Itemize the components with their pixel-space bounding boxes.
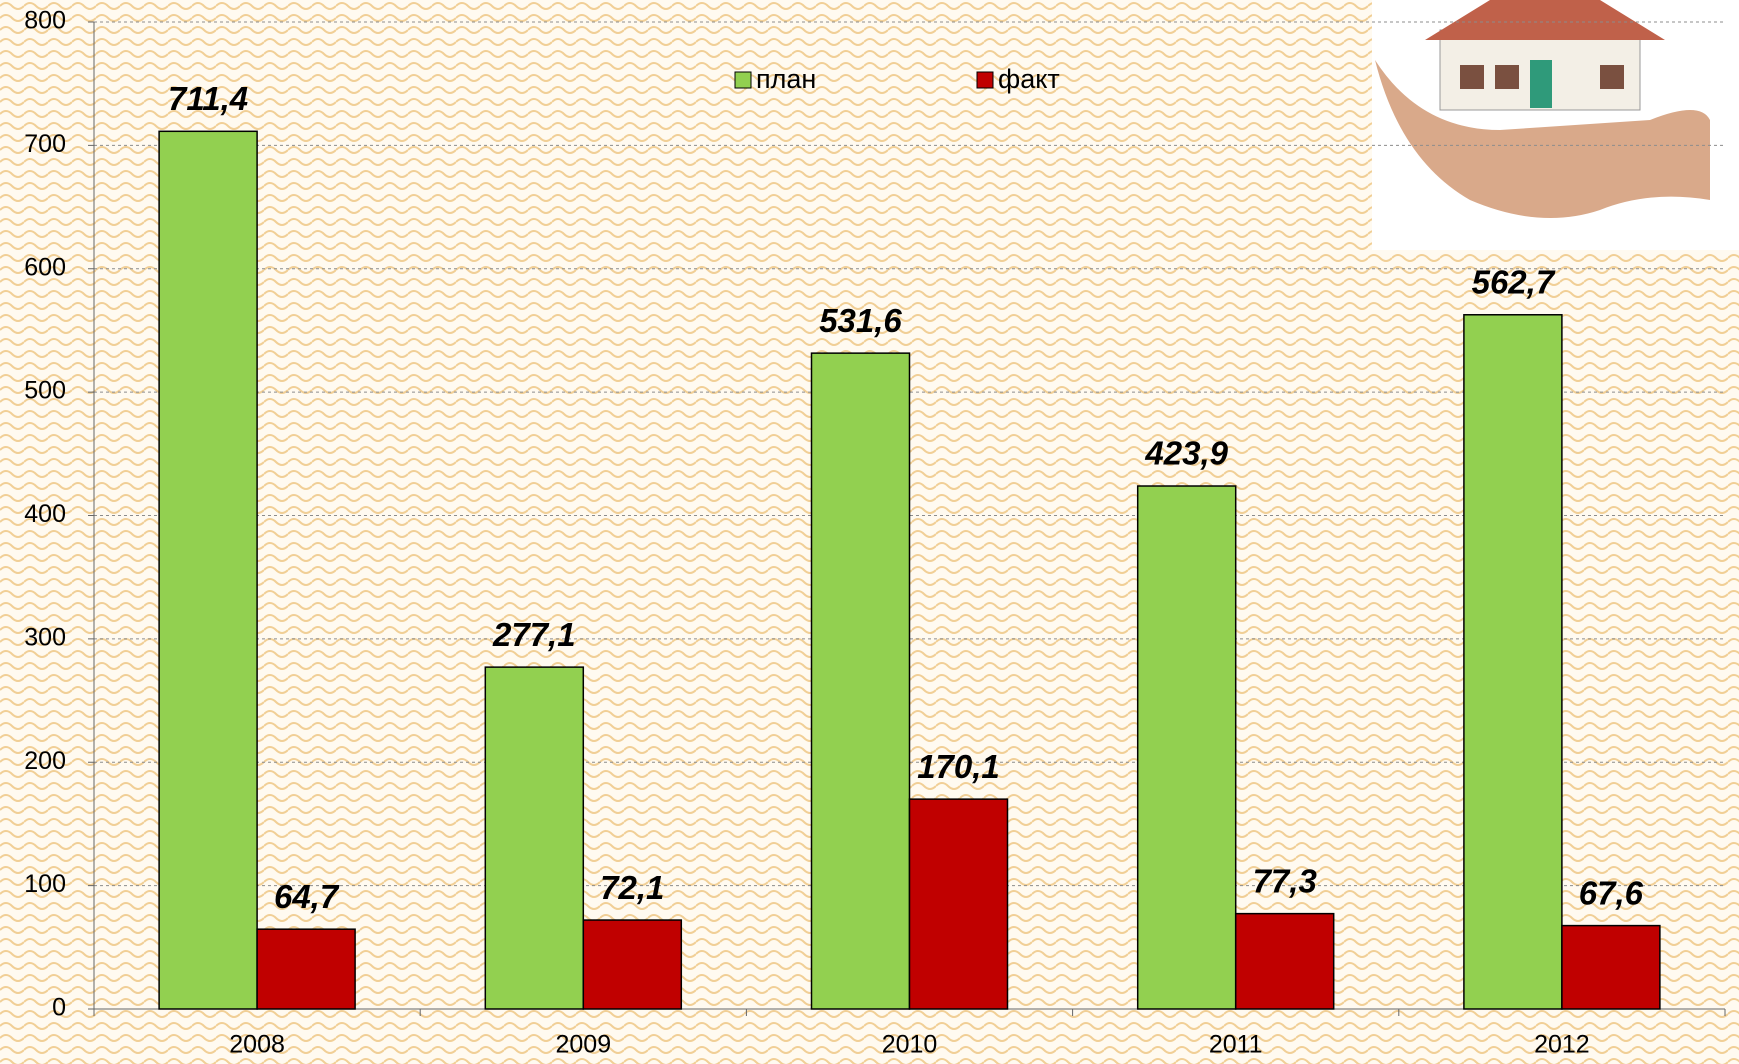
value-label: 277,1: [492, 616, 576, 653]
bar: [1464, 315, 1562, 1009]
bar: [1562, 926, 1660, 1009]
legend-label: факт: [998, 64, 1060, 94]
y-tick-label: 400: [24, 500, 66, 528]
bar: [159, 131, 257, 1009]
value-label: 531,6: [819, 302, 902, 339]
value-label: 72,1: [600, 869, 664, 906]
y-tick-label: 0: [52, 994, 66, 1022]
y-tick-label: 700: [24, 130, 66, 158]
bar: [1138, 486, 1236, 1009]
value-label: 711,4: [168, 80, 248, 117]
y-tick-label: 200: [24, 747, 66, 775]
x-tick-label: 2012: [1534, 1031, 1590, 1059]
y-tick-label: 300: [24, 623, 66, 651]
x-tick-label: 2010: [882, 1031, 938, 1059]
legend-swatch: [977, 72, 993, 88]
bar: [1236, 914, 1334, 1009]
bar: [257, 929, 355, 1009]
x-tick-label: 2008: [229, 1031, 285, 1059]
bar: [485, 667, 583, 1009]
chart: 0 100 200 300 400 500 600 700 800 2008 711,4 64,7 20…: [0, 0, 1739, 1064]
value-label: 170,1: [917, 748, 1000, 785]
legend-swatch: [735, 72, 751, 88]
value-label: 77,3: [1253, 862, 1317, 899]
value-label: 562,7: [1472, 263, 1556, 300]
value-label: 67,6: [1579, 874, 1644, 911]
x-tick-label: 2011: [1209, 1031, 1263, 1059]
house-picture: [1372, 0, 1739, 250]
y-tick-label: 100: [24, 870, 66, 898]
x-tick-label: 2009: [555, 1031, 611, 1059]
y-tick-label: 600: [24, 253, 66, 281]
y-tick-label: 800: [24, 7, 66, 35]
bar: [812, 353, 910, 1009]
value-label: 64,7: [274, 878, 340, 915]
value-label: 423,9: [1144, 435, 1228, 472]
y-tick-label: 500: [24, 377, 66, 405]
legend-label: план: [756, 64, 816, 94]
bar: [583, 920, 681, 1009]
bar: [910, 799, 1008, 1009]
